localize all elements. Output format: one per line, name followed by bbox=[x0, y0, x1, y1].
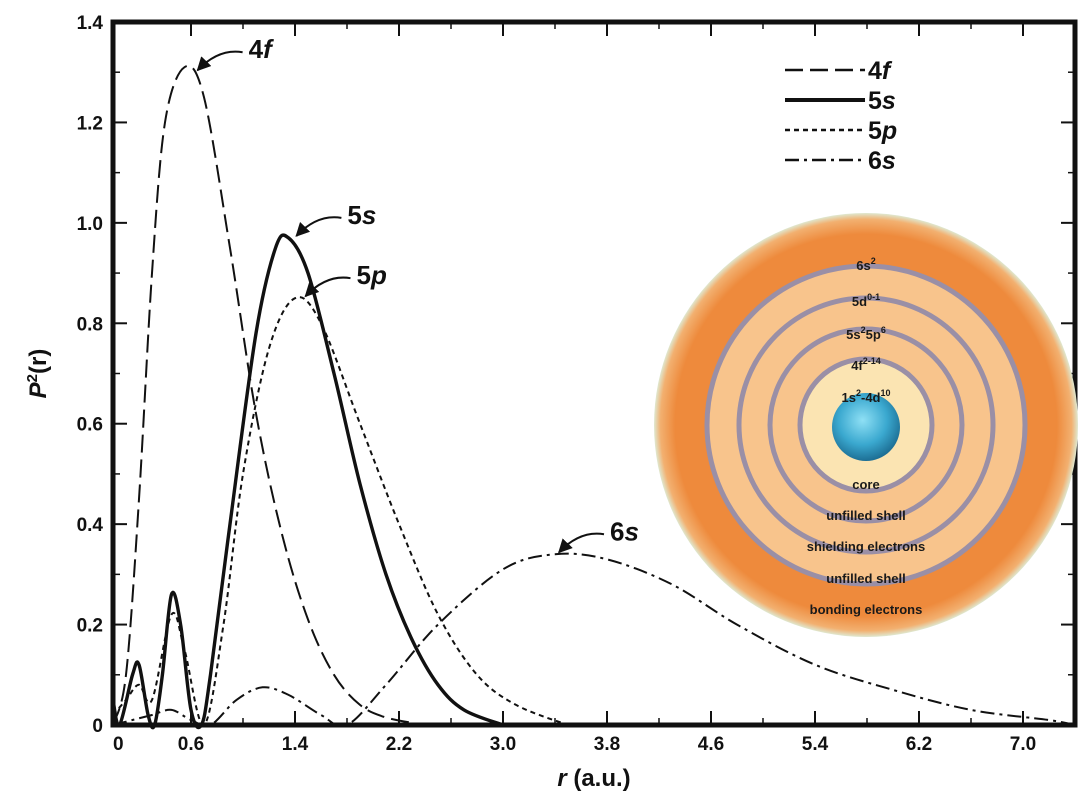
x-tick-label: 4.6 bbox=[698, 734, 724, 755]
callout-arrow-5s bbox=[295, 216, 342, 237]
y-axis-title: P2(r) bbox=[24, 349, 52, 399]
desc-unfilled-shell-outer: unfilled shell bbox=[826, 571, 905, 586]
series-4f-line bbox=[112, 64, 426, 726]
x-tick-label: 3.8 bbox=[594, 734, 620, 755]
callout-arrow-4f bbox=[196, 50, 243, 72]
x-tick-label: 3.0 bbox=[490, 734, 516, 755]
x-tick-label: 1.4 bbox=[282, 734, 309, 755]
legend-label-6s: 6s bbox=[868, 147, 896, 175]
x-tick-label: 5.4 bbox=[802, 734, 829, 755]
series-6s-line bbox=[112, 552, 1076, 728]
callout-label-5s: 5s bbox=[347, 200, 376, 230]
shell-label-core-config: 1s2-4d10 bbox=[842, 388, 891, 405]
x-tick-label: 7.0 bbox=[1010, 734, 1036, 755]
callout-label-5p: 5p bbox=[357, 260, 387, 290]
callout-label-4f: 4f bbox=[249, 34, 274, 64]
y-tick-label: 1.2 bbox=[77, 113, 103, 134]
legend-label-4f: 4f bbox=[868, 57, 893, 85]
shell-label-5s5p: 5s25p6 bbox=[846, 325, 886, 342]
desc-shielding-electrons: shielding electrons bbox=[807, 539, 925, 554]
x-tick-label: 0 bbox=[113, 734, 124, 755]
y-tick-label: 0 bbox=[92, 716, 103, 737]
y-tick-label: 0.8 bbox=[77, 314, 103, 335]
nucleus bbox=[832, 393, 900, 461]
desc-unfilled-shell-inner: unfilled shell bbox=[826, 508, 905, 523]
x-axis-title: r (a.u.) bbox=[557, 765, 630, 792]
shell-label-6s: 6s2 bbox=[856, 256, 875, 273]
series-5p-line bbox=[112, 296, 569, 727]
x-tick-label: 0.6 bbox=[178, 734, 204, 755]
annotations: 4f 5s 5p 6s bbox=[196, 34, 639, 554]
y-tick-label: 0.2 bbox=[77, 616, 103, 637]
shell-label-5d: 5d0-1 bbox=[852, 292, 880, 309]
x-tick-label: 6.2 bbox=[906, 734, 932, 755]
x-tick-label: 2.2 bbox=[386, 734, 412, 755]
y-tick-label: 0.6 bbox=[77, 415, 103, 436]
y-tick-label: 1.4 bbox=[77, 13, 104, 34]
shell-label-4f: 4f2-14 bbox=[851, 356, 881, 373]
atom-shell-inset: 6s2 5d0-1 5s25p6 4f2-14 1s2-4d10 core un… bbox=[654, 213, 1078, 637]
y-tick-label: 0.4 bbox=[77, 515, 104, 536]
desc-bonding-electrons: bonding electrons bbox=[810, 602, 923, 617]
callout-arrow-6s bbox=[558, 532, 605, 554]
callout-label-6s: 6s bbox=[610, 516, 639, 546]
axes: 0 0.6 1.4 2.2 3.0 3.8 4.6 5.4 6.2 7.0 0 0.2 0.4 0.6 0.… bbox=[24, 13, 1078, 792]
series-5s-line bbox=[111, 233, 504, 730]
callout-arrow-5p bbox=[304, 276, 351, 298]
desc-core: core bbox=[852, 477, 879, 492]
y-tick-label: 1.0 bbox=[77, 214, 103, 235]
series-layer bbox=[111, 64, 1076, 730]
legend-label-5s: 5s bbox=[868, 87, 896, 115]
legend-label-5p: 5p bbox=[868, 117, 897, 145]
